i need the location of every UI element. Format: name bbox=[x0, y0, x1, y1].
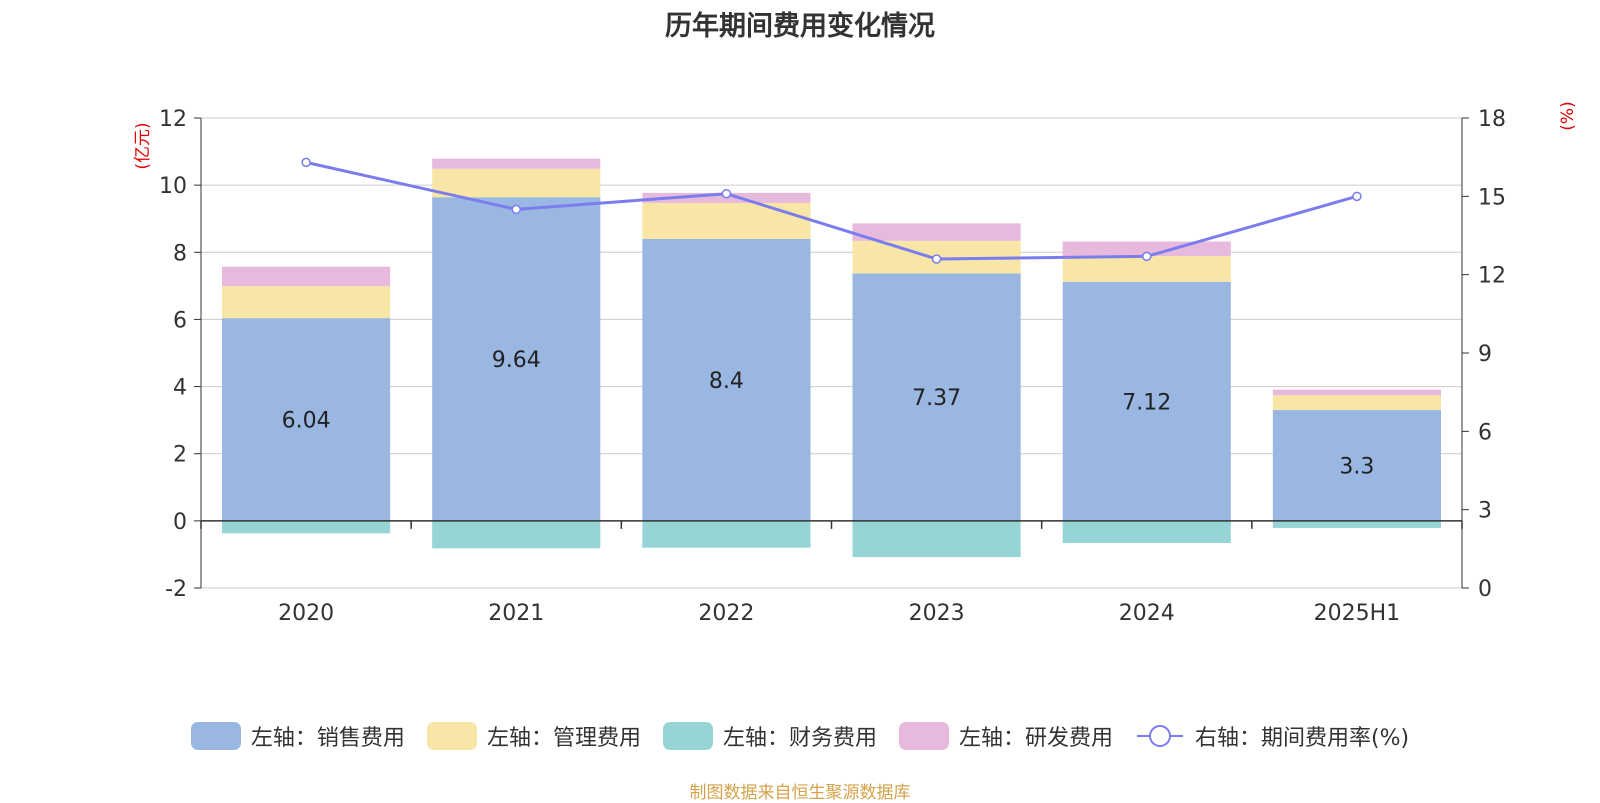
bar-data-label: 6.04 bbox=[282, 408, 331, 433]
rate-point bbox=[511, 204, 521, 215]
x-axis-category-label: 2024 bbox=[1119, 601, 1175, 626]
bar-sales bbox=[852, 273, 1021, 521]
x-axis-category-label: 2023 bbox=[909, 601, 965, 626]
legend: 左轴：销售费用 左轴：管理费用 左轴：财务费用 左轴：研发费用 右轴：期间费用率… bbox=[0, 716, 1600, 756]
rate-point bbox=[1142, 251, 1152, 262]
bar-data-label: 8.4 bbox=[709, 369, 744, 394]
left-axis-tick-label: 8 bbox=[173, 241, 187, 266]
right-axis-unit: (%) bbox=[1558, 101, 1578, 130]
right-axis-tick-label: 6 bbox=[1478, 420, 1492, 445]
legend-label-rd: 左轴：研发费用 bbox=[958, 726, 1113, 751]
bar-admin bbox=[222, 286, 391, 319]
bar-data-label: 3.3 bbox=[1339, 454, 1374, 479]
bar-rd bbox=[1272, 389, 1441, 396]
x-axis-category-label: 2022 bbox=[698, 601, 754, 626]
left-axis-tick-label: -2 bbox=[165, 577, 187, 602]
legend-line-marker-icon bbox=[1136, 725, 1183, 747]
legend-label-admin: 左轴：管理费用 bbox=[486, 726, 641, 751]
bar-data-label: 9.64 bbox=[492, 348, 541, 373]
right-axis-tick-label: 15 bbox=[1478, 185, 1506, 210]
bar-finance bbox=[642, 520, 811, 548]
left-axis-tick-label: 10 bbox=[159, 174, 187, 199]
bar-admin bbox=[1272, 395, 1441, 411]
rate-point bbox=[721, 188, 732, 199]
bar-data-label: 7.37 bbox=[912, 386, 961, 411]
legend-item-rd[interactable]: 左轴：研发费用 bbox=[898, 720, 1113, 752]
bar-finance bbox=[222, 520, 391, 534]
bar-finance bbox=[852, 520, 1021, 558]
left-axis-tick-label: 2 bbox=[173, 443, 187, 468]
right-axis-tick-label: 3 bbox=[1478, 499, 1492, 524]
bar-sales bbox=[222, 318, 391, 521]
left-axis-tick-label: 12 bbox=[159, 107, 187, 132]
bar-finance bbox=[1062, 520, 1231, 544]
legend-label-sales: 左轴：销售费用 bbox=[250, 726, 405, 751]
bar-sales bbox=[1062, 281, 1231, 521]
bar-data-label: 7.12 bbox=[1122, 390, 1171, 415]
legend-swatch-rd bbox=[898, 722, 949, 750]
rate-point bbox=[301, 157, 311, 168]
left-axis-tick-label: 4 bbox=[173, 376, 187, 401]
x-axis-category-label: 2021 bbox=[488, 601, 544, 626]
legend-item-rate[interactable]: 右轴：期间费用率(%) bbox=[1135, 720, 1409, 752]
bar-rd bbox=[432, 158, 601, 169]
legend-item-finance[interactable]: 左轴：财务费用 bbox=[662, 720, 877, 752]
bar-sales bbox=[432, 197, 601, 521]
bar-finance bbox=[432, 520, 601, 549]
left-axis-tick-label: 6 bbox=[173, 308, 187, 333]
right-axis-tick-label: 18 bbox=[1478, 107, 1506, 132]
x-axis-category-label: 2025H1 bbox=[1314, 601, 1401, 626]
chart-title: 历年期间费用变化情况 bbox=[665, 11, 935, 42]
rate-point bbox=[931, 254, 942, 264]
bar-admin bbox=[432, 168, 601, 198]
rate-point bbox=[1352, 191, 1362, 202]
legend-swatch-finance bbox=[662, 722, 713, 750]
x-axis-category-label: 2020 bbox=[278, 601, 334, 626]
left-axis-unit: (亿元) bbox=[133, 122, 153, 169]
right-axis-tick-label: 0 bbox=[1478, 577, 1492, 602]
rate-line bbox=[305, 160, 1358, 261]
chart: -2 0 2 4 6 8 10 12 0 3 6 9 12 15 18 (亿元) (%) 6.04 9.64 8.4 7… bbox=[133, 101, 1578, 626]
legend-swatch-sales bbox=[190, 722, 241, 750]
bar-rd bbox=[222, 266, 391, 287]
legend-label-rate: 右轴：期间费用率(%) bbox=[1194, 726, 1410, 751]
right-axis-tick-label: 9 bbox=[1478, 342, 1492, 367]
left-axis-tick-label: 0 bbox=[173, 510, 187, 535]
legend-swatch-admin bbox=[426, 722, 477, 750]
right-axis-tick-label: 12 bbox=[1478, 264, 1506, 289]
legend-item-sales[interactable]: 左轴：销售费用 bbox=[190, 720, 405, 752]
legend-label-finance: 左轴：财务费用 bbox=[722, 726, 877, 751]
bar-admin bbox=[642, 202, 811, 239]
footer-source: 制图数据来自恒生聚源数据库 bbox=[689, 783, 911, 803]
bar-rd bbox=[852, 223, 1021, 241]
bar-sales bbox=[642, 238, 811, 521]
bar-sales bbox=[1272, 410, 1441, 521]
bar-finance bbox=[1272, 520, 1441, 528]
legend-item-admin[interactable]: 左轴：管理费用 bbox=[426, 720, 641, 752]
